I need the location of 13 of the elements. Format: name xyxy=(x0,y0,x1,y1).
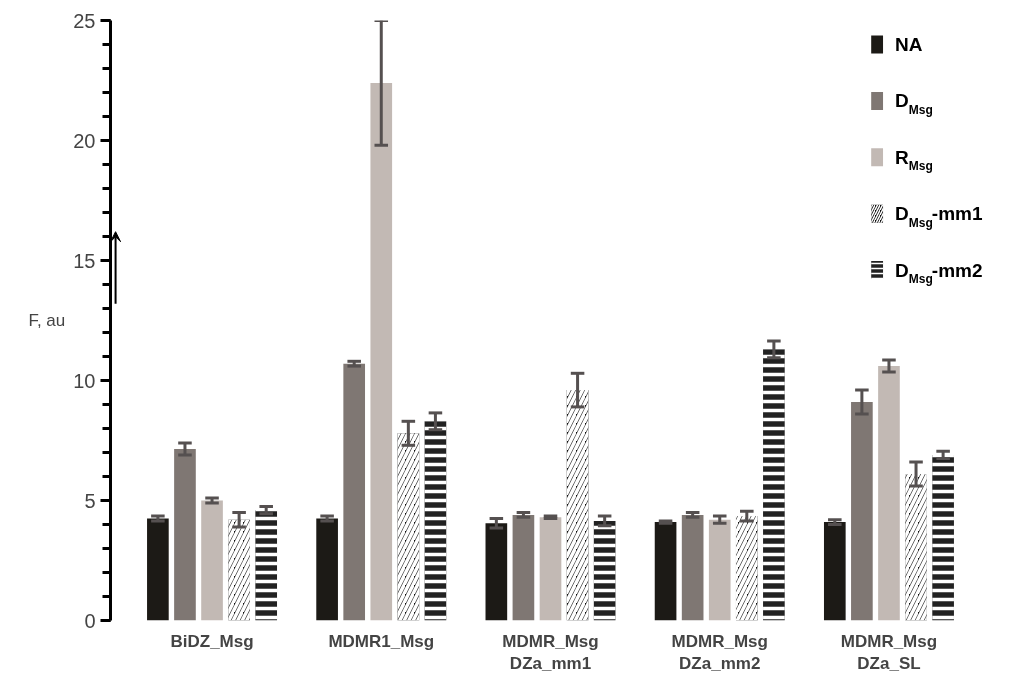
x-tick-label: MDMR_Msg DZa_mm1 xyxy=(502,631,599,674)
x-tick-label: MDMR_Msg DZa_mm2 xyxy=(671,631,768,674)
y-tick-label: 0 xyxy=(84,609,96,632)
y-tick-label: 25 xyxy=(73,9,96,32)
x-tick-label: MDMR1_Msg xyxy=(328,631,435,651)
legend-label: NA xyxy=(895,34,923,55)
y-tick-label: 5 xyxy=(84,489,96,512)
y-tick-label: 10 xyxy=(73,369,96,392)
x-tick-label: MDMR_Msg DZa_SL xyxy=(840,631,938,674)
x-tick-label: BiDZ_Msg xyxy=(170,631,254,651)
y-axis-title: F, au xyxy=(28,311,66,330)
y-tick-label: 15 xyxy=(73,249,96,272)
y-tick-label: 20 xyxy=(73,129,96,152)
